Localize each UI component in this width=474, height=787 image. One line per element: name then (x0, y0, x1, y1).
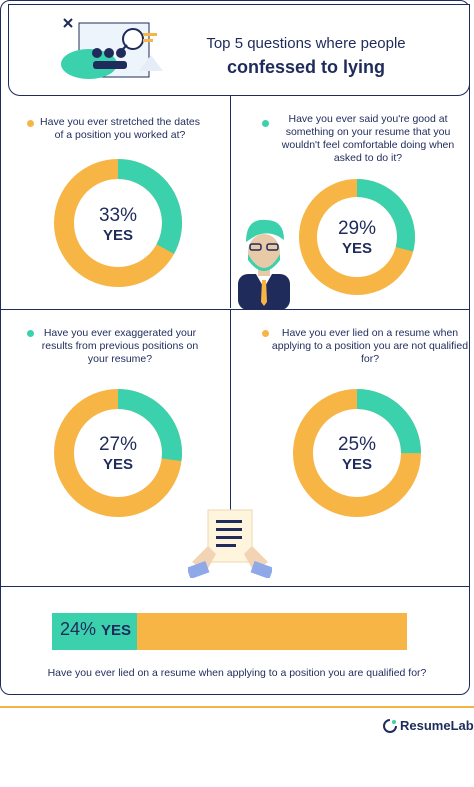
bullet-dot (262, 330, 269, 337)
donut-chart-3 (54, 389, 182, 517)
search-resume-illustration (61, 18, 163, 79)
resumelab-logo-icon (383, 719, 397, 733)
donut-1-percent: 33% (98, 205, 138, 226)
divider-vertical-top (230, 96, 231, 308)
question-5: Have you ever lied on a resume when appl… (47, 667, 427, 679)
divider-vertical-middle (230, 310, 231, 510)
donut-2-yes: YES (341, 240, 372, 257)
donut-3-percent: 27% (98, 434, 138, 455)
bar-label: 24% YES (60, 619, 131, 640)
bar-percent: 24% (60, 619, 97, 639)
donut-1-yes: YES (102, 227, 133, 244)
brand-logo-text: ResumeLab (400, 718, 474, 733)
header: Top 5 questions where people confessed t… (8, 4, 470, 96)
donut-chart-4 (293, 389, 421, 517)
donut-slice-yes (54, 389, 182, 517)
page-title-line1: Top 5 questions where people (206, 35, 406, 52)
bearded-man-illustration (238, 219, 290, 310)
donut-chart-1 (54, 159, 182, 287)
bar-fill (52, 613, 138, 650)
donut-slice-yes (54, 159, 182, 287)
donut-chart-2 (299, 179, 415, 295)
bar-yes: YES (101, 622, 132, 639)
page-title-line2: confessed to lying (226, 57, 386, 77)
divider-horizontal-middle (0, 309, 470, 310)
donut-4-percent: 25% (337, 434, 377, 455)
divider-horizontal-bottom (0, 586, 470, 587)
bullet-dot (27, 120, 34, 127)
question-3: Have you ever exaggerated your results f… (41, 327, 199, 365)
resume-document-illustration (188, 509, 272, 578)
infographic-frame (0, 0, 470, 695)
bullet-dot (262, 120, 269, 127)
donut-3-yes: YES (102, 456, 133, 473)
donut-2-percent: 29% (337, 218, 377, 239)
donut-slice-yes (299, 179, 415, 295)
question-4: Have you ever lied on a resume when appl… (271, 327, 469, 365)
question-1: Have you ever stretched the dates of a p… (40, 116, 200, 141)
bullet-dot (27, 330, 34, 337)
donut-4-yes: YES (341, 456, 372, 473)
footer-divider (0, 706, 474, 708)
question-2: Have you ever said you're good at someth… (281, 113, 455, 164)
donut-slice-yes (293, 389, 421, 517)
